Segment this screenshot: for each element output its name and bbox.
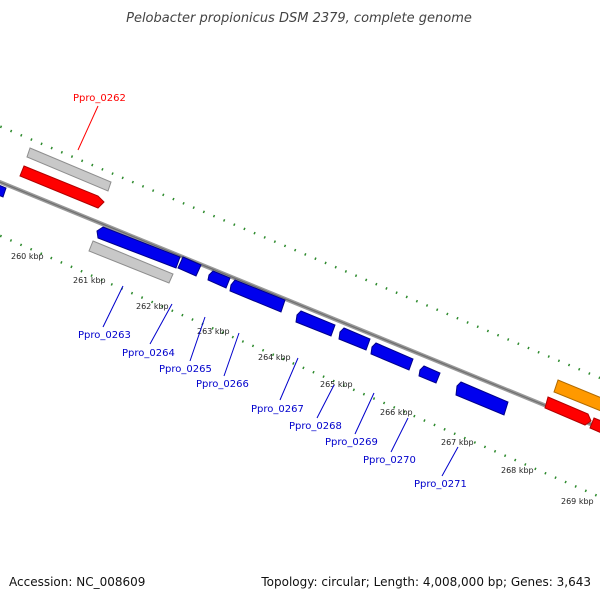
gene-label-ppro-0264[interactable]: Ppro_0264 (122, 348, 175, 359)
gene-ppro-0263-pseudo[interactable] (88, 240, 174, 284)
scale-label: 266 kbp (380, 408, 413, 417)
scale-label: 263 kbp (197, 327, 230, 336)
gene-ppro-0266-b[interactable] (229, 279, 286, 313)
scale-label: 267 kbp (441, 438, 474, 447)
genome-info-text: Topology: circular; Length: 4,008,000 bp… (260, 575, 591, 589)
gene-ppro-0264[interactable] (96, 226, 181, 269)
inner-tick-ring (0, 234, 600, 499)
scale-label: 268 kbp (501, 466, 534, 475)
scale-label: 261 kbp (73, 276, 106, 285)
gene-ppro-0265[interactable] (177, 256, 202, 277)
gene-ppro-0271[interactable] (455, 381, 509, 416)
gene-right-forward-1[interactable] (544, 396, 592, 426)
gene-ppro-0262-pseudo[interactable] (26, 147, 112, 192)
label-leaders (77, 105, 459, 477)
gene-right-rna[interactable] (553, 379, 600, 412)
gene-label-ppro-0269[interactable]: Ppro_0269 (325, 437, 378, 448)
gene-label-ppro-0267[interactable]: Ppro_0267 (251, 404, 304, 415)
sequence-backbone (0, 179, 600, 431)
gene-left-edge-arrow[interactable] (0, 184, 7, 198)
scale-labels: 260 kbp 261 kbp 262 kbp 263 kbp 264 kbp … (11, 252, 594, 506)
gene-labels: Ppro_0262 Ppro_0263 Ppro_0264 Ppro_0265 … (73, 93, 467, 490)
scale-label: 262 kbp (136, 302, 169, 311)
gene-right-forward-2[interactable] (589, 417, 600, 434)
scale-label: 264 kbp (258, 353, 291, 362)
scale-label: 260 kbp (11, 252, 44, 261)
scale-label: 265 kbp (320, 380, 353, 389)
gene-label-ppro-0266[interactable]: Ppro_0266 (196, 379, 249, 390)
gene-ppro-0269[interactable] (370, 342, 414, 371)
gene-label-ppro-0263[interactable]: Ppro_0263 (78, 330, 131, 341)
gene-ppro-0270[interactable] (418, 365, 441, 384)
gene-label-ppro-0268[interactable]: Ppro_0268 (289, 421, 342, 432)
gene-label-ppro-0270[interactable]: Ppro_0270 (363, 455, 416, 466)
scale-label: 269 kbp (561, 497, 594, 506)
gene-label-ppro-0265[interactable]: Ppro_0265 (159, 364, 212, 375)
map-title: Pelobacter propionicus DSM 2379, complet… (126, 11, 472, 26)
gene-ppro-0266-a[interactable] (207, 270, 231, 289)
gene-label-ppro-0271[interactable]: Ppro_0271 (414, 479, 467, 490)
gene-ppro-0267[interactable] (295, 310, 336, 337)
gene-label-ppro-0262[interactable]: Ppro_0262 (73, 93, 126, 104)
gene-ppro-0268[interactable] (338, 327, 371, 351)
accession-text: Accession: NC_008609 (9, 575, 145, 589)
gene-ppro-0262-arrow[interactable] (19, 165, 105, 209)
